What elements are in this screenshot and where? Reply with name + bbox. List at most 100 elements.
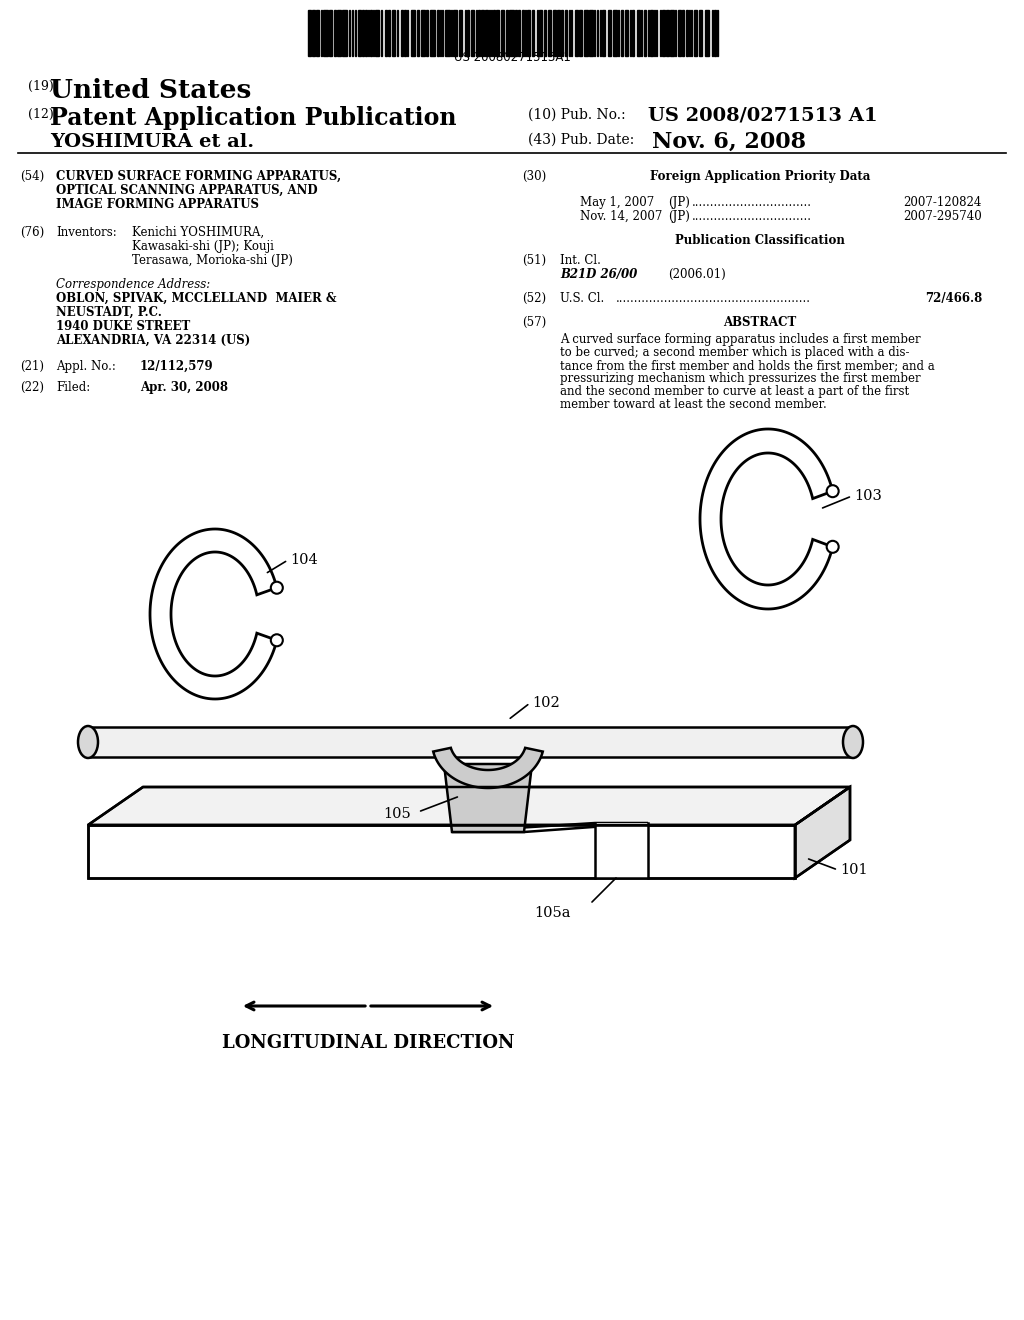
Bar <box>714 11 716 55</box>
Bar <box>662 11 665 55</box>
Bar <box>411 11 415 55</box>
Text: 104: 104 <box>290 553 317 568</box>
Bar <box>518 11 520 55</box>
Text: (12): (12) <box>28 108 53 121</box>
Bar <box>404 11 406 55</box>
Text: OPTICAL SCANNING APPARATUS, AND: OPTICAL SCANNING APPARATUS, AND <box>56 183 317 197</box>
Bar <box>370 11 372 55</box>
Bar <box>459 11 462 55</box>
Polygon shape <box>444 764 532 832</box>
Ellipse shape <box>843 726 863 758</box>
Bar <box>678 11 681 55</box>
Bar <box>527 11 530 55</box>
Polygon shape <box>88 727 853 756</box>
Text: (76): (76) <box>20 226 44 239</box>
Text: (2006.01): (2006.01) <box>668 268 726 281</box>
Polygon shape <box>433 748 543 788</box>
Text: 101: 101 <box>840 863 867 876</box>
Bar <box>579 11 582 55</box>
Bar <box>575 11 578 55</box>
Text: Appl. No.:: Appl. No.: <box>56 360 116 374</box>
Bar <box>337 11 341 55</box>
Bar <box>453 11 457 55</box>
Bar <box>323 11 328 55</box>
Text: YOSHIMURA et al.: YOSHIMURA et al. <box>50 133 254 150</box>
Text: ................................: ................................ <box>692 195 812 209</box>
Bar <box>584 11 588 55</box>
Text: member toward at least the second member.: member toward at least the second member… <box>560 399 826 411</box>
Bar <box>430 11 435 55</box>
Bar <box>621 11 623 55</box>
Text: A curved surface forming apparatus includes a first member: A curved surface forming apparatus inclu… <box>560 333 921 346</box>
Text: Nov. 14, 2007: Nov. 14, 2007 <box>580 210 663 223</box>
Ellipse shape <box>270 582 283 594</box>
Bar <box>625 11 628 55</box>
Polygon shape <box>88 787 850 825</box>
Text: 2007-120824: 2007-120824 <box>903 195 982 209</box>
Text: B21D 26/00: B21D 26/00 <box>560 268 637 281</box>
Text: Publication Classification: Publication Classification <box>675 234 845 247</box>
Text: 2007-295740: 2007-295740 <box>903 210 982 223</box>
Text: ................................: ................................ <box>692 210 812 223</box>
Bar <box>589 11 593 55</box>
Bar <box>565 11 567 55</box>
Bar <box>426 11 428 55</box>
Bar <box>699 11 702 55</box>
Bar <box>365 11 367 55</box>
Bar <box>515 11 517 55</box>
Text: CURVED SURFACE FORMING APPARATUS,: CURVED SURFACE FORMING APPARATUS, <box>56 170 341 183</box>
Bar <box>539 11 542 55</box>
Bar <box>694 11 697 55</box>
Text: Nov. 6, 2008: Nov. 6, 2008 <box>652 131 806 153</box>
Text: ....................................................: ........................................… <box>616 292 811 305</box>
Bar <box>666 11 669 55</box>
Text: (JP): (JP) <box>668 195 690 209</box>
Text: 105: 105 <box>383 807 411 821</box>
Text: Kenichi YOSHIMURA,: Kenichi YOSHIMURA, <box>132 226 264 239</box>
Bar <box>632 11 634 55</box>
Bar <box>388 11 390 55</box>
Text: U.S. Cl.: U.S. Cl. <box>560 292 604 305</box>
Bar <box>481 11 484 55</box>
Bar <box>471 11 474 55</box>
Bar <box>375 11 379 55</box>
Text: (10) Pub. No.:: (10) Pub. No.: <box>528 108 626 121</box>
Text: United States: United States <box>50 78 251 103</box>
Text: (54): (54) <box>20 170 44 183</box>
Text: Patent Application Publication: Patent Application Publication <box>50 106 457 129</box>
Text: US 2008/0271513 A1: US 2008/0271513 A1 <box>648 106 878 124</box>
Text: US 20080271513A1: US 20080271513A1 <box>454 51 570 63</box>
Bar <box>421 11 425 55</box>
Text: (JP): (JP) <box>668 210 690 223</box>
Text: Apr. 30, 2008: Apr. 30, 2008 <box>140 381 228 393</box>
Bar <box>437 11 439 55</box>
Bar <box>358 11 361 55</box>
Text: IMAGE FORMING APPARATUS: IMAGE FORMING APPARATUS <box>56 198 259 211</box>
Text: OBLON, SPIVAK, MCCLELLAND  MAIER &: OBLON, SPIVAK, MCCLELLAND MAIER & <box>56 292 337 305</box>
Text: 12/112,579: 12/112,579 <box>140 360 214 374</box>
Text: tance from the first member and holds the first member; and a: tance from the first member and holds th… <box>560 359 935 372</box>
Bar <box>637 11 640 55</box>
Text: (30): (30) <box>522 170 546 183</box>
Bar <box>478 11 480 55</box>
Ellipse shape <box>826 541 839 553</box>
Text: 102: 102 <box>532 696 560 710</box>
Ellipse shape <box>270 635 283 647</box>
Bar <box>329 11 332 55</box>
Bar <box>509 11 514 55</box>
Text: 1940 DUKE STREET: 1940 DUKE STREET <box>56 319 190 333</box>
Text: ABSTRACT: ABSTRACT <box>723 315 797 329</box>
Bar <box>401 11 403 55</box>
Bar <box>506 11 508 55</box>
Text: Filed:: Filed: <box>56 381 90 393</box>
Bar <box>417 11 419 55</box>
Text: (57): (57) <box>522 315 546 329</box>
Text: LONGITUDINAL DIRECTION: LONGITUDINAL DIRECTION <box>222 1034 514 1052</box>
Bar <box>316 11 319 55</box>
Bar <box>561 11 563 55</box>
Polygon shape <box>88 825 795 878</box>
Bar <box>602 11 605 55</box>
Text: and the second member to curve at least a part of the first: and the second member to curve at least … <box>560 385 909 399</box>
Ellipse shape <box>826 486 839 498</box>
Bar <box>334 11 336 55</box>
